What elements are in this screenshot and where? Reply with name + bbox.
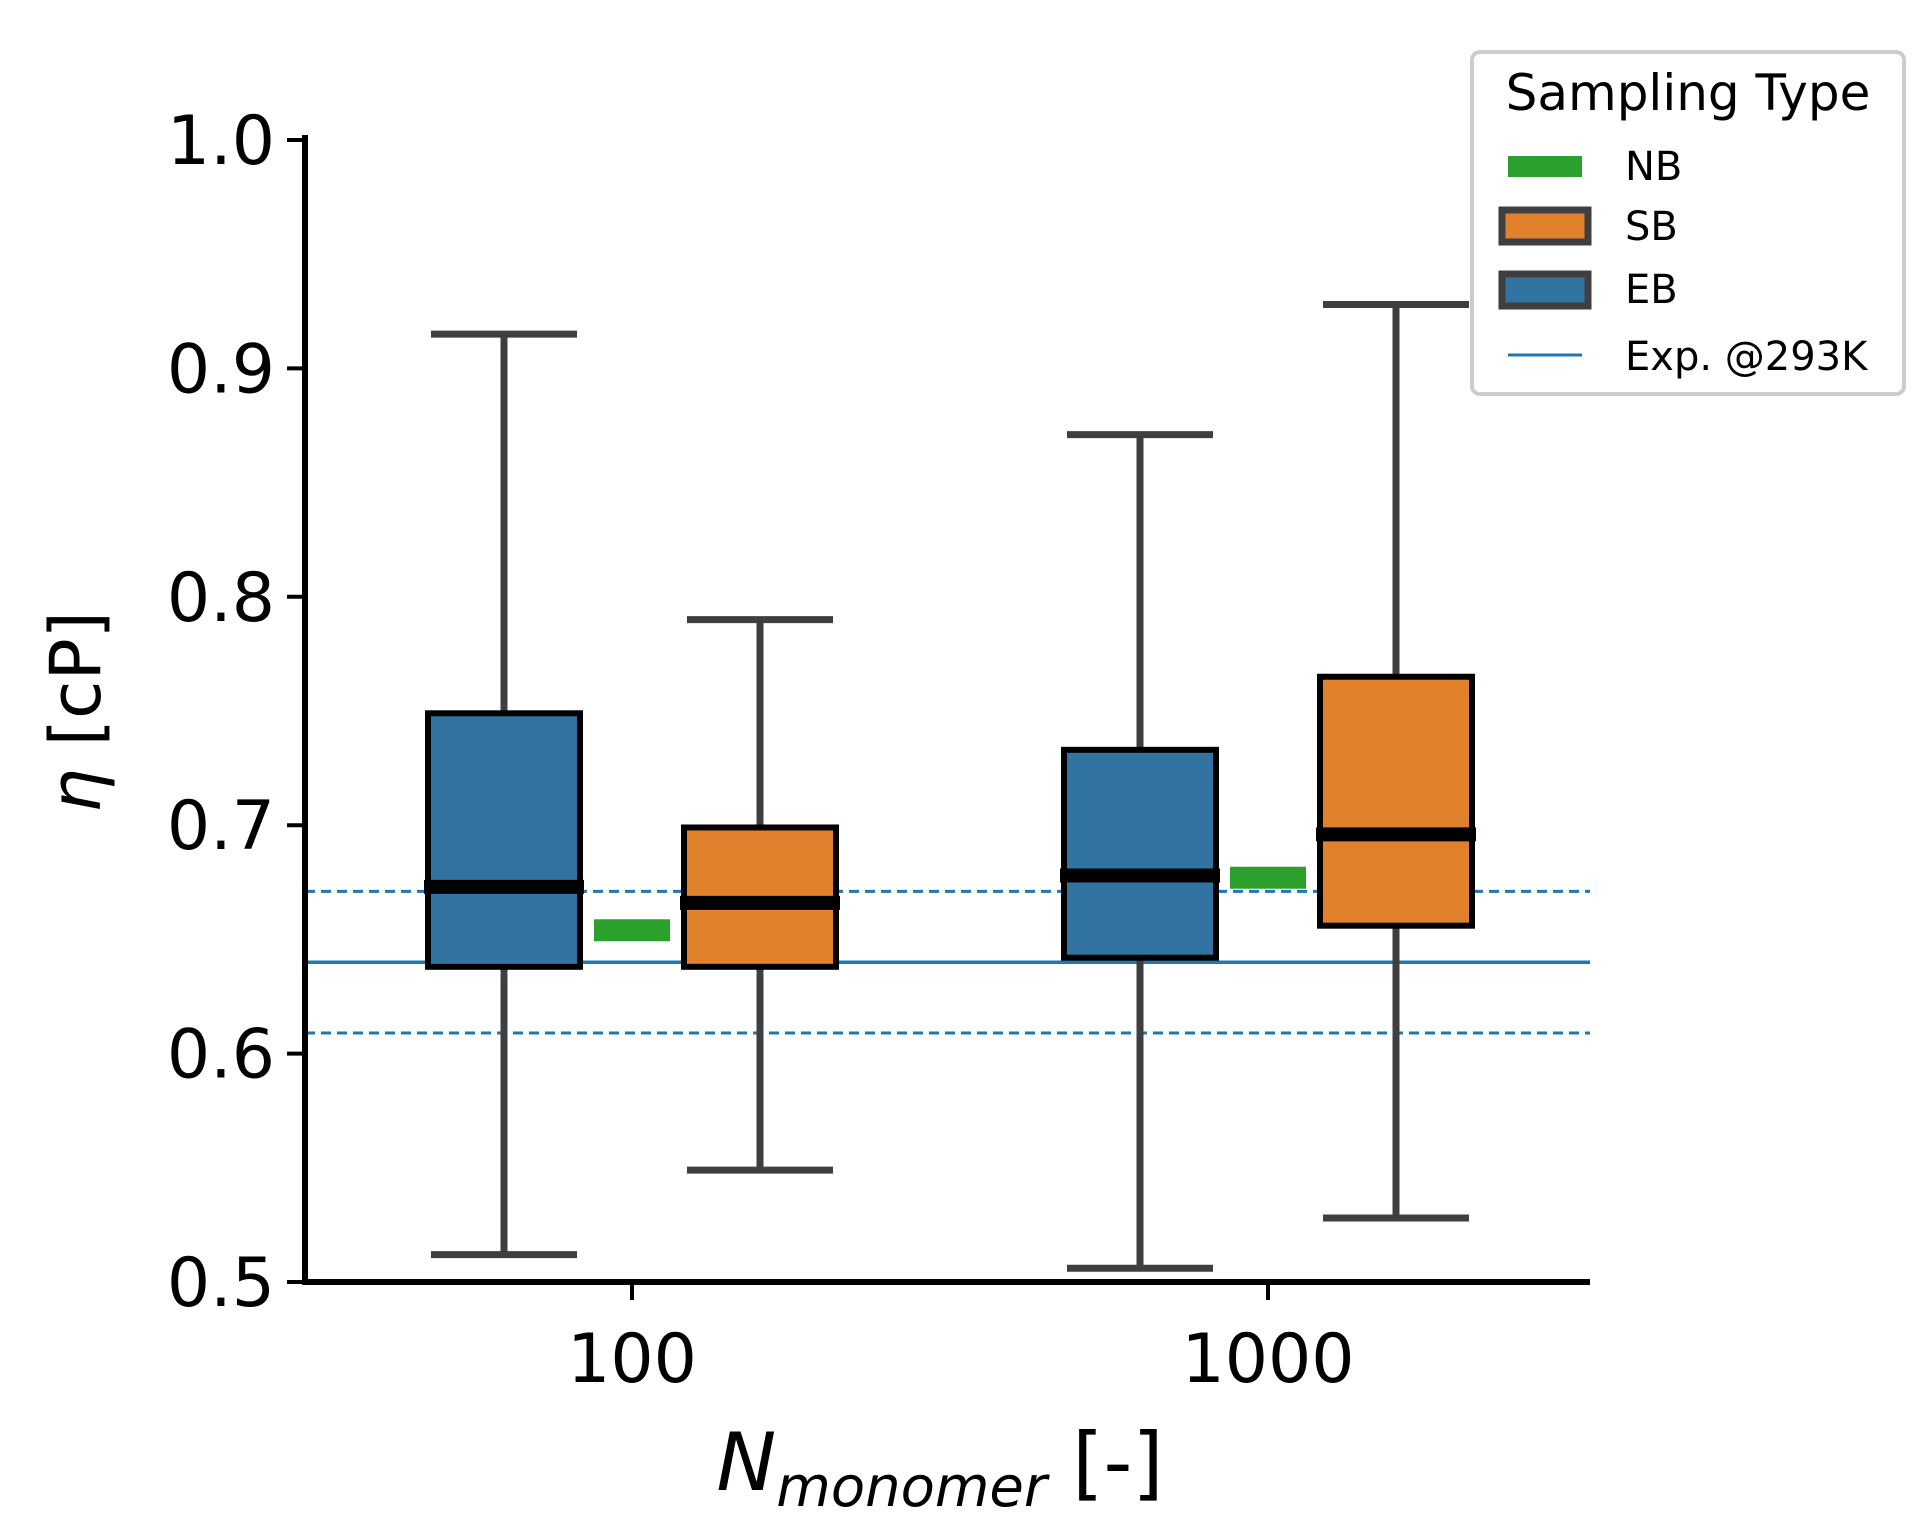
y-tick-label: 0.8 [167,559,275,638]
box-eb-1000 [1060,431,1220,1272]
iqr-box [1061,746,1219,961]
y-tick-label: 0.6 [167,1016,275,1095]
box-sb-100 [680,616,840,1174]
y-tick-label: 0.7 [167,787,275,866]
x-axis-subscript: monomer [776,1455,1050,1520]
legend-eb-swatch [1498,270,1592,310]
box-series [424,300,1476,1272]
x-tick-label: 1000 [1181,1320,1354,1399]
y-tick-label: 0.5 [167,1244,275,1323]
y-axis-unit: [cP] [35,611,117,769]
legend-title: Sampling Type [1506,64,1871,122]
legend-sb-swatch [1498,206,1592,246]
axes: 0.5 0.6 0.7 0.8 0.9 1.0 100 1000 [167,102,1590,1399]
iqr-box [1317,673,1475,929]
x-axis-title: Nmonomer [-] [716,1416,1163,1520]
legend: Sampling Type NB SB EB Exp. @293K [1470,50,1906,396]
nb-marker-1000 [1230,866,1306,889]
box-eb-100 [424,330,584,1259]
y-axis-title: η [cP] [35,611,117,813]
legend-eb-label: EB [1625,267,1678,313]
y-axis-symbol: η [35,769,117,813]
box-sb-1000 [1316,300,1476,1222]
x-axis-main: N [716,1416,776,1509]
legend-nb-label: NB [1625,144,1682,190]
y-tick-label: 1.0 [167,102,275,181]
legend-nb-swatch [1508,156,1582,177]
legend-sb-label: SB [1625,204,1678,250]
x-tick-label: 100 [567,1320,697,1399]
x-axis-unit: [-] [1047,1416,1164,1509]
nb-marker-100 [594,919,670,942]
y-tick-label: 0.9 [167,330,275,409]
iqr-box [425,710,583,970]
legend-exp-label: Exp. @293K [1625,334,1869,380]
